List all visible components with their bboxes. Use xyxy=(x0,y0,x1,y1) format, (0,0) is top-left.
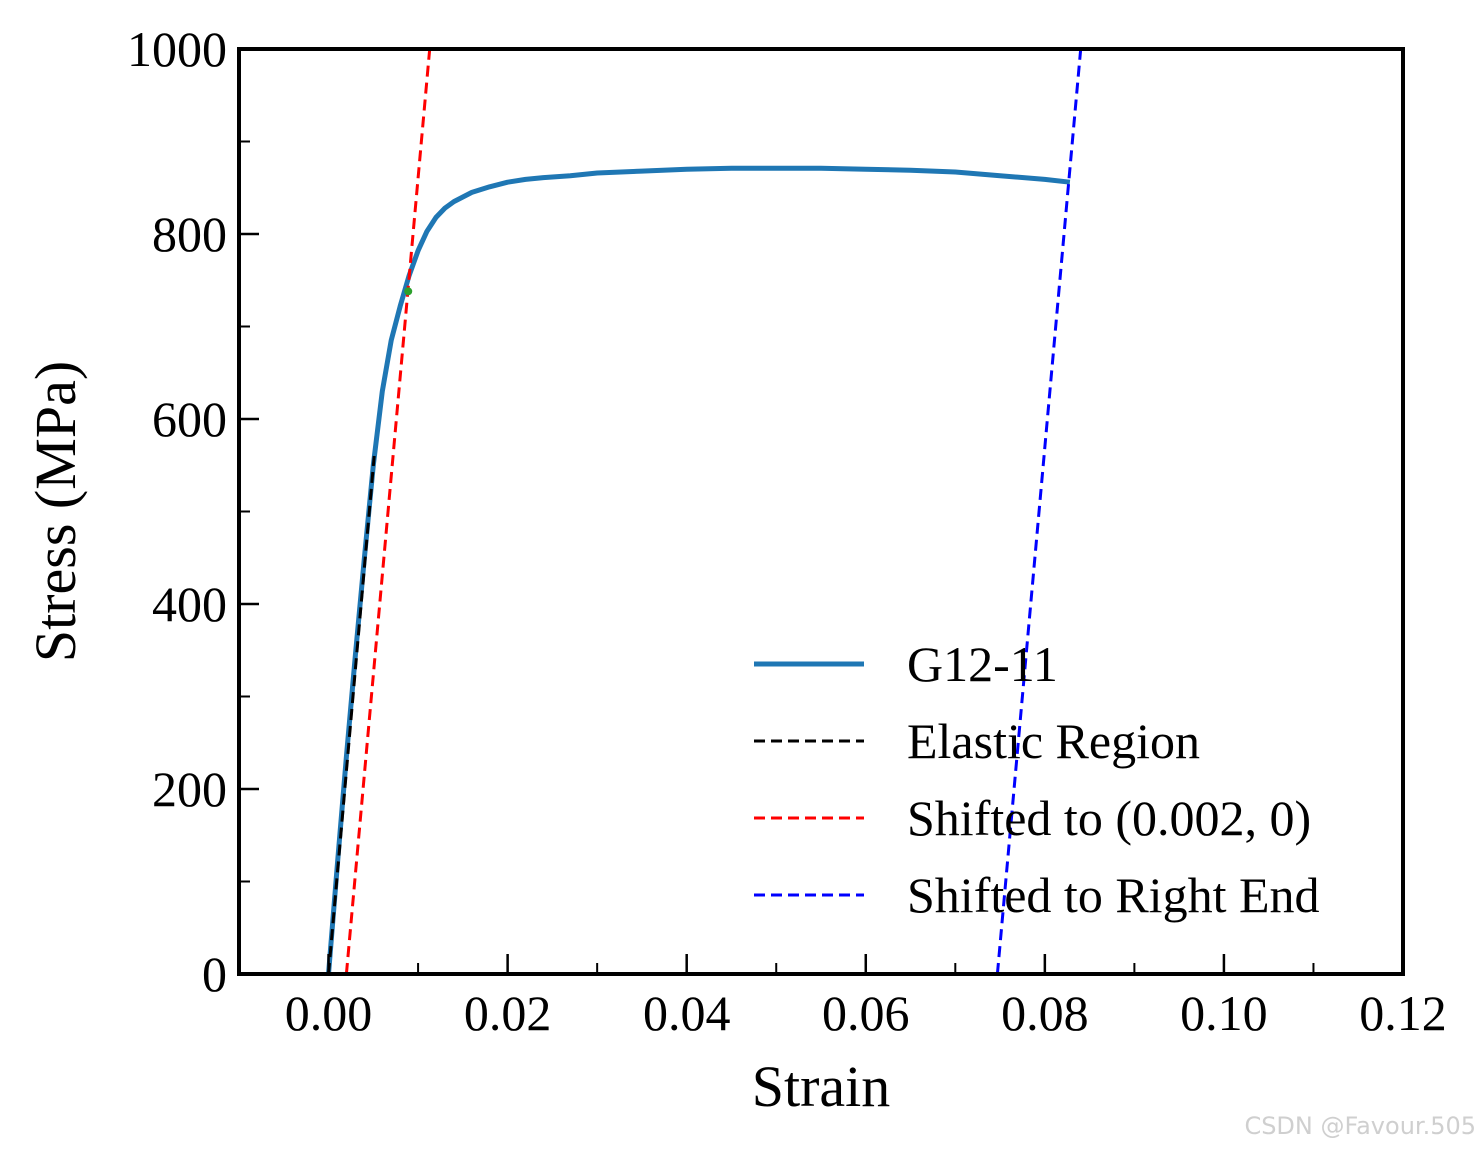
series-line-elastic-region xyxy=(327,455,376,974)
y-tick-label: 200 xyxy=(152,761,227,817)
legend-label: Shifted to (0.002, 0) xyxy=(907,790,1311,846)
x-tick-label: 0.02 xyxy=(464,985,552,1041)
legend: G12-11 Elastic Region Shifted to (0.002, 0… xyxy=(754,636,1320,923)
x-axis-title: Strain xyxy=(752,1054,891,1119)
x-tick-label: 0.06 xyxy=(822,985,910,1041)
legend-label: Shifted to Right End xyxy=(907,867,1320,923)
y-tick-label: 800 xyxy=(152,206,227,262)
series-line-g12-11 xyxy=(326,165,1071,974)
y-tick-label: 600 xyxy=(152,391,227,447)
legend-label: Elastic Region xyxy=(907,713,1200,769)
y-axis-title: Stress (MPa) xyxy=(23,361,88,662)
y-tick-label: 1000 xyxy=(127,21,227,77)
legend-label: G12-11 xyxy=(907,636,1058,692)
y-tick-label: 0 xyxy=(202,946,227,1002)
series-group xyxy=(326,49,1083,974)
x-tick-label: 0.00 xyxy=(285,985,373,1041)
x-tick-label: 0.10 xyxy=(1180,985,1268,1041)
series-line-shifted-to-right-end xyxy=(995,49,1083,974)
y-tick-label: 400 xyxy=(152,576,227,632)
x-tick-label: 0.08 xyxy=(1001,985,1089,1041)
axis-ticks: 0.00 0.02 0.04 0.06 0.08 0.10 0.12 0 200 400 600 80… xyxy=(127,21,1447,1041)
yield-point-marker xyxy=(404,287,413,296)
x-tick-label: 0.12 xyxy=(1359,985,1447,1041)
series-line-shifted-to-0-002-0 xyxy=(344,49,432,974)
watermark: CSDN @Favour.505 xyxy=(1244,1112,1476,1140)
x-tick-label: 0.04 xyxy=(643,985,731,1041)
